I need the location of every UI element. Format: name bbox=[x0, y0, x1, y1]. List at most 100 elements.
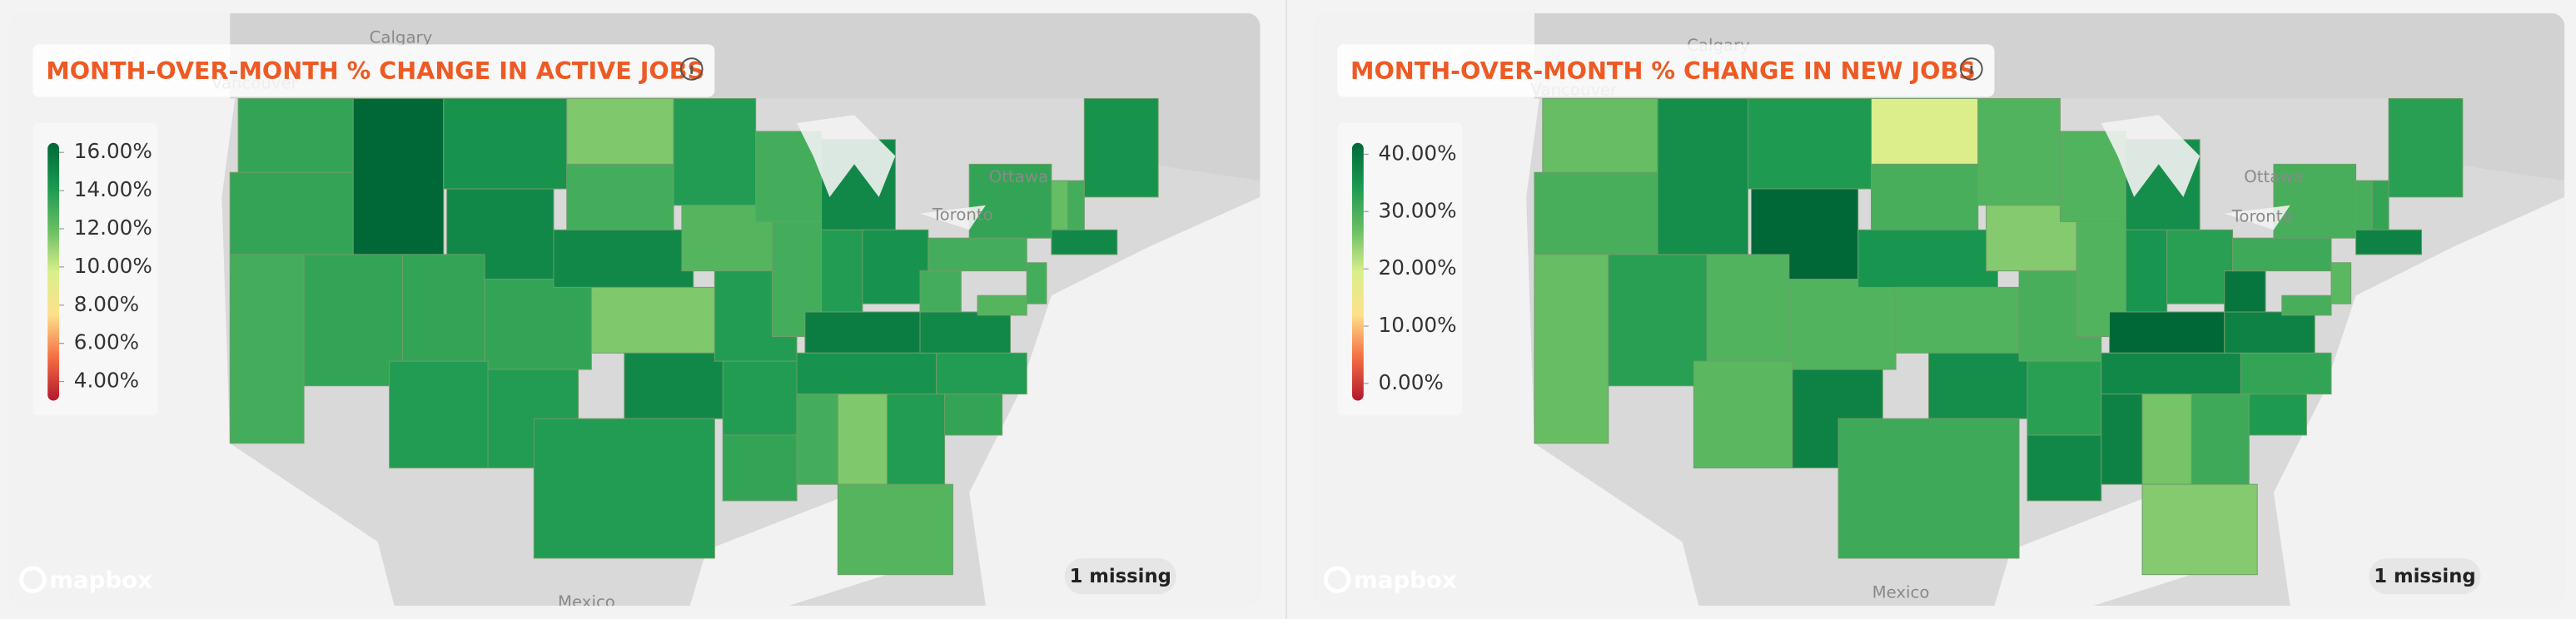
state bbox=[2101, 352, 2241, 395]
state bbox=[862, 229, 929, 305]
state bbox=[1870, 97, 1979, 165]
place-label: Ottawa bbox=[989, 167, 1048, 186]
legend-label: 16.00% bbox=[74, 139, 152, 163]
state bbox=[2232, 237, 2332, 272]
missing-pill[interactable] bbox=[2369, 557, 2481, 595]
state bbox=[1067, 180, 1085, 230]
state bbox=[1928, 352, 2036, 419]
place-label: Ottawa bbox=[2244, 167, 2303, 186]
lakes bbox=[2101, 115, 2290, 230]
state bbox=[1870, 163, 1979, 230]
legend-label: 0.00% bbox=[1379, 370, 1444, 394]
state bbox=[590, 286, 715, 354]
state bbox=[2125, 229, 2168, 313]
state bbox=[2281, 295, 2332, 316]
state bbox=[2371, 180, 2390, 230]
state bbox=[2355, 229, 2423, 255]
state bbox=[1977, 97, 2061, 206]
state bbox=[1542, 97, 1658, 173]
basemap: CalgaryVancouverOttawaTorontoMexico bbox=[9, 12, 1261, 612]
state bbox=[2248, 394, 2307, 436]
info-dot bbox=[1970, 65, 1973, 74]
state bbox=[1051, 229, 1118, 255]
state bbox=[722, 360, 798, 436]
state bbox=[2109, 311, 2225, 354]
state bbox=[401, 254, 485, 362]
state bbox=[837, 394, 888, 485]
state bbox=[533, 418, 715, 559]
legend-label: 8.00% bbox=[74, 292, 139, 316]
state bbox=[977, 295, 1027, 316]
state bbox=[553, 229, 694, 288]
legend-label: 4.00% bbox=[74, 369, 139, 393]
state bbox=[624, 352, 732, 419]
state bbox=[796, 352, 937, 395]
legend-label: 20.00% bbox=[1379, 255, 1457, 280]
legend-label: 10.00% bbox=[74, 254, 152, 278]
map-title: MONTH-OVER-MONTH % CHANGE IN ACTIVE JOBS bbox=[46, 57, 704, 85]
state bbox=[484, 279, 592, 370]
missing-pill[interactable] bbox=[1064, 557, 1176, 595]
state bbox=[936, 352, 1027, 395]
info-icon[interactable] bbox=[1960, 57, 1983, 81]
state bbox=[821, 229, 863, 313]
state bbox=[1534, 171, 1658, 255]
state bbox=[1788, 279, 1897, 370]
legend-box bbox=[32, 123, 158, 416]
mapbox-logo bbox=[1323, 566, 1351, 593]
state bbox=[968, 163, 1052, 239]
state bbox=[2224, 311, 2315, 354]
place-label: Mexico bbox=[558, 592, 615, 612]
state bbox=[566, 97, 674, 165]
legend-bar bbox=[1351, 142, 1364, 401]
state bbox=[2166, 229, 2234, 305]
state bbox=[2330, 262, 2352, 305]
place-label: Toronto bbox=[2231, 206, 2293, 225]
legend-label: 12.00% bbox=[74, 215, 152, 240]
state bbox=[2026, 434, 2102, 502]
map-panel: CalgaryVancouverOttawaTorontoMexicoMONTH… bbox=[1314, 12, 2565, 607]
state bbox=[229, 171, 354, 255]
title-box bbox=[32, 44, 715, 97]
state bbox=[2355, 180, 2373, 230]
state bbox=[1657, 97, 1748, 255]
state bbox=[796, 394, 838, 485]
legend-label: 40.00% bbox=[1379, 141, 1457, 165]
state bbox=[944, 394, 1003, 436]
state bbox=[1534, 254, 1609, 444]
state bbox=[237, 97, 354, 173]
state bbox=[919, 270, 962, 313]
legend-bar bbox=[47, 142, 60, 401]
state bbox=[804, 311, 921, 354]
state bbox=[2388, 97, 2464, 198]
state bbox=[2141, 483, 2258, 576]
state bbox=[837, 483, 953, 576]
state bbox=[1857, 229, 1998, 288]
place-label: Mexico bbox=[1872, 582, 1930, 602]
state bbox=[2191, 394, 2250, 485]
state bbox=[2240, 352, 2332, 395]
state bbox=[1051, 180, 1069, 230]
state bbox=[887, 394, 946, 485]
state bbox=[352, 97, 445, 255]
map-panel: CalgaryVancouverOttawaTorontoMexicoMONTH… bbox=[9, 12, 1261, 612]
state bbox=[673, 97, 757, 206]
info-dot bbox=[690, 65, 694, 74]
state bbox=[1838, 418, 2020, 559]
info-icon[interactable] bbox=[679, 57, 704, 81]
state bbox=[1748, 97, 1872, 190]
state bbox=[1895, 286, 2020, 354]
state bbox=[2026, 360, 2102, 436]
mapbox-label: mapbox bbox=[49, 566, 152, 593]
state bbox=[1026, 262, 1047, 305]
legend-label: 14.00% bbox=[74, 177, 152, 201]
ocean bbox=[969, 196, 1261, 607]
state bbox=[2273, 163, 2357, 239]
legend-label: 30.00% bbox=[1379, 198, 1457, 222]
legend-label: 10.00% bbox=[1379, 313, 1457, 337]
state bbox=[303, 254, 403, 387]
ocean bbox=[2273, 196, 2565, 607]
state bbox=[2101, 394, 2143, 485]
